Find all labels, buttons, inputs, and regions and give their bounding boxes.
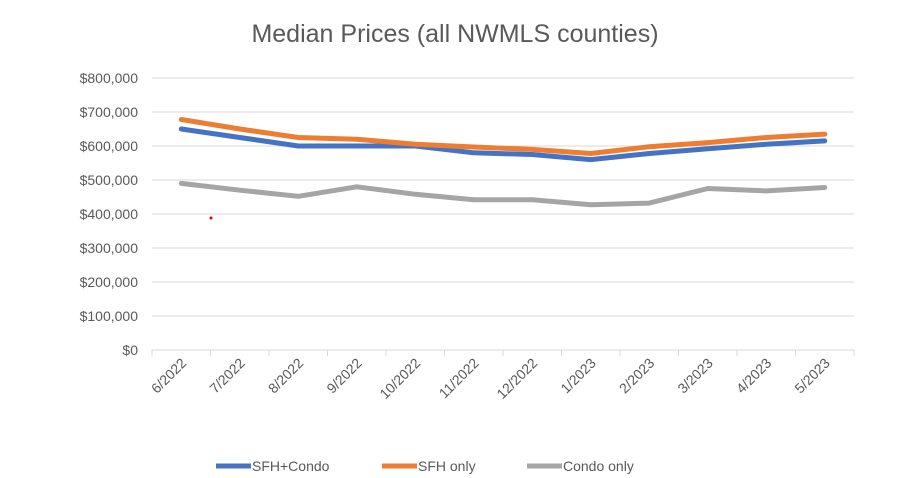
y-tick-label: $300,000 — [80, 240, 139, 256]
y-tick-label: $700,000 — [80, 104, 139, 120]
series-lines — [178, 117, 828, 208]
x-tick-label: 6/2022 — [148, 355, 190, 397]
y-tick-label: $400,000 — [80, 206, 139, 222]
x-tick-label: 5/2023 — [791, 355, 833, 397]
series-line-sfh-only — [178, 117, 828, 156]
legend-label: SFH+Condo — [252, 458, 330, 474]
x-tick-label: 9/2022 — [323, 355, 365, 397]
x-tick-label: 8/2022 — [265, 355, 307, 397]
gridlines — [152, 77, 854, 317]
x-tick-label: 11/2022 — [436, 355, 483, 402]
y-tick-label: $800,000 — [80, 70, 139, 86]
chart-title: Median Prices (all NWMLS counties) — [251, 20, 658, 48]
series-line-sfh-condo — [178, 126, 828, 163]
legend-item: Condo only — [527, 458, 634, 474]
stray-red-dot — [209, 216, 213, 220]
x-axis: 6/2022 7/2022 8/2022 9/2022 10/2022 11/2022 12… — [148, 349, 855, 402]
x-tick-label: 10/2022 — [376, 355, 423, 402]
x-tick-label: 7/2022 — [206, 355, 248, 397]
legend: SFH+Condo SFH only Condo only — [216, 458, 634, 474]
y-axis-ticks: $0 $100,000 $200,000 $300,000 $400,000 $500,0… — [80, 70, 139, 358]
legend-label: SFH only — [418, 458, 476, 474]
legend-item: SFH only — [382, 458, 476, 474]
x-tick-label: 3/2023 — [674, 355, 716, 397]
legend-label: Condo only — [563, 458, 634, 474]
x-tick-label: 4/2023 — [733, 355, 775, 397]
y-tick-label: $600,000 — [80, 138, 139, 154]
y-tick-label: $500,000 — [80, 172, 139, 188]
y-tick-label: $200,000 — [80, 274, 139, 290]
series-line-condo-only — [178, 180, 828, 208]
x-tick-label: 2/2023 — [616, 355, 658, 397]
x-tick-label: 12/2022 — [493, 355, 540, 402]
legend-item: SFH+Condo — [216, 458, 330, 474]
y-tick-label: $100,000 — [80, 308, 139, 324]
y-tick-label: $0 — [122, 342, 138, 358]
x-tick-label: 1/2023 — [557, 355, 599, 397]
